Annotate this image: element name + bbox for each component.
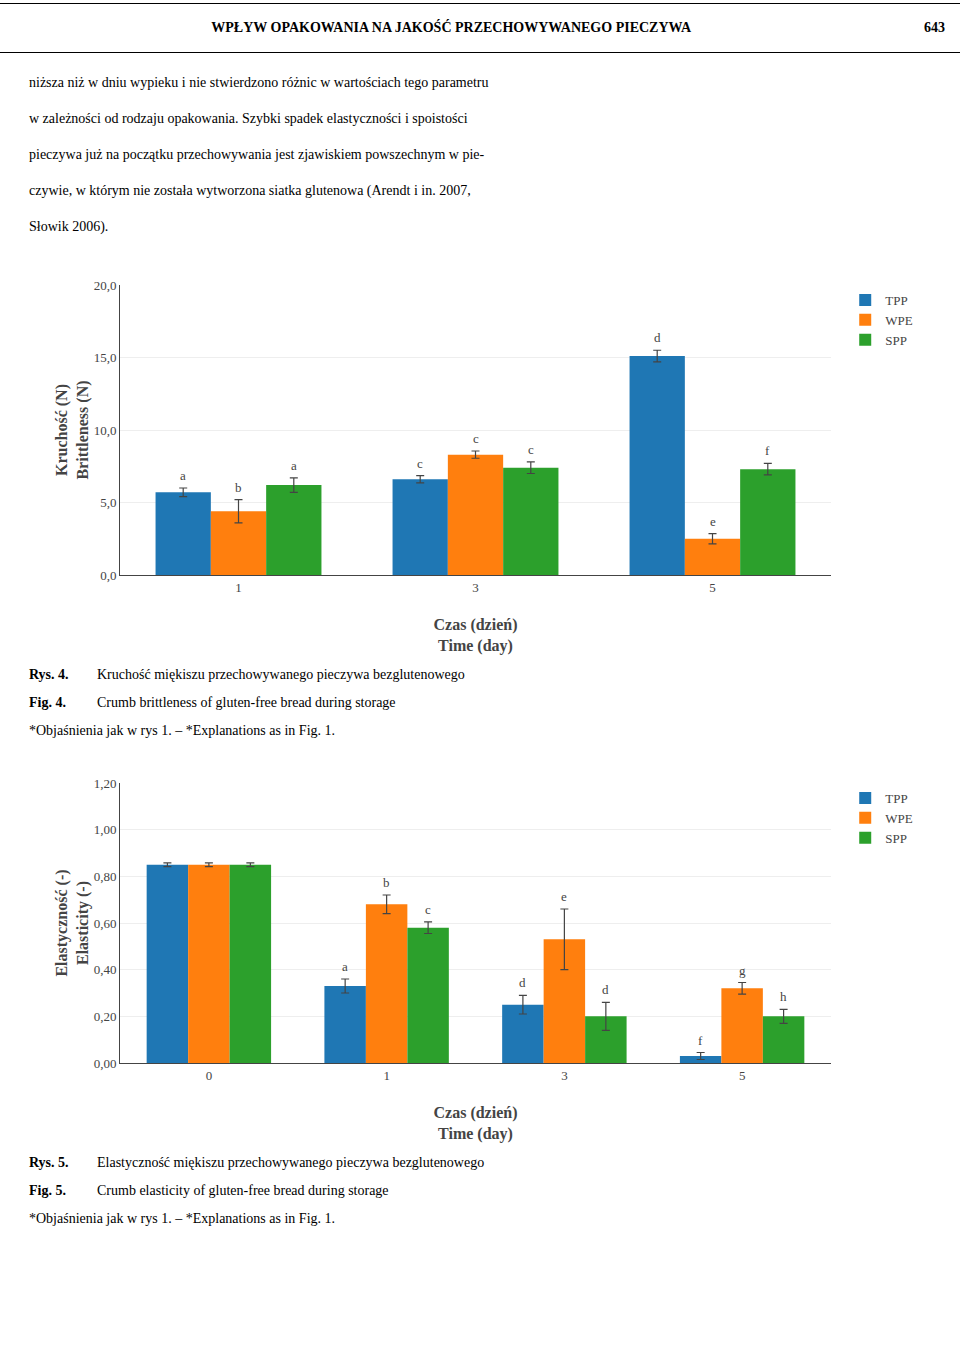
svg-text:1: 1 [383, 1068, 390, 1083]
svg-text:0,00: 0,00 [94, 1056, 117, 1071]
svg-text:d: d [519, 975, 526, 990]
html-text:czywie, w którym nie została w: czywie, w którym nie została wytworzona … [29, 183, 471, 198]
svg-text:f: f [765, 443, 770, 458]
svg-text:f: f [698, 1033, 703, 1048]
svg-text:e: e [710, 514, 716, 529]
svg-text:b: b [383, 875, 390, 890]
svg-text:Czas (dzień)Time (day): Czas (dzień)Time (day) [434, 616, 518, 655]
svg-text:Kruchość (N)Brittleness (N): Kruchość (N)Brittleness (N) [53, 380, 92, 479]
svg-text:e: e [561, 889, 567, 904]
svg-text:b: b [235, 480, 242, 495]
svg-text:3: 3 [472, 580, 479, 595]
svg-text:g: g [739, 963, 746, 978]
html-text:niższa niż w dniu wypieku i ni: niższa niż w dniu wypieku i nie stwierdz… [29, 75, 489, 90]
html-text:Crumb brittleness of gluten-fr: Crumb brittleness of gluten-free bread d… [97, 695, 396, 710]
svg-text:1,00: 1,00 [94, 822, 117, 837]
svg-text:SPP: SPP [885, 831, 907, 846]
svg-text:WPE: WPE [885, 811, 913, 826]
svg-text:15,0: 15,0 [94, 350, 117, 365]
svg-text:a: a [342, 959, 348, 974]
svg-text:Czas (dzień)Time (day): Czas (dzień)Time (day) [434, 1104, 518, 1143]
svg-text:TPP: TPP [885, 293, 907, 308]
svg-text:a: a [291, 458, 297, 473]
svg-text:20,0: 20,0 [94, 278, 117, 293]
svg-text:1,20: 1,20 [94, 776, 117, 791]
html-text:*Objaśnienia jak w rys 1. – *E: *Objaśnienia jak w rys 1. – *Explanation… [29, 1211, 335, 1226]
svg-text:0: 0 [206, 1068, 213, 1083]
svg-text:d: d [654, 330, 661, 345]
html-text:Fig. 4.: Fig. 4. [29, 695, 66, 710]
svg-text:c: c [417, 456, 423, 471]
svg-text:h: h [780, 989, 787, 1004]
svg-text:0,60: 0,60 [94, 916, 117, 931]
svg-text:1: 1 [235, 580, 242, 595]
svg-text:5,0: 5,0 [100, 495, 116, 510]
html-text:Słowik 2006).: Słowik 2006). [29, 219, 109, 234]
html-text:643: 643 [924, 20, 945, 35]
svg-text:0,0: 0,0 [100, 568, 116, 583]
html-text:w zależności od rodzaju opakow: w zależności od rodzaju opakowania. Szyb… [29, 111, 468, 126]
html-text:pieczywa już na początku przec: pieczywa już na początku przechowywania … [29, 147, 485, 162]
svg-text:c: c [528, 442, 534, 457]
html-text:Kruchość miękiszu przechowywan: Kruchość miękiszu przechowywanego pieczy… [97, 667, 465, 682]
svg-text:5: 5 [709, 580, 716, 595]
svg-text:Elastyczność (-)Elasticity (-): Elastyczność (-)Elasticity (-) [53, 869, 92, 976]
html-text:Elastyczność miękiszu przechow: Elastyczność miękiszu przechowywanego pi… [97, 1155, 485, 1170]
html-text:*Objaśnienia jak w rys 1. – *E: *Objaśnienia jak w rys 1. – *Explanation… [29, 723, 335, 738]
html-text:Rys. 4.: Rys. 4. [29, 667, 69, 682]
svg-text:SPP: SPP [885, 333, 907, 348]
html-text:Rys. 5.: Rys. 5. [29, 1155, 69, 1170]
html-text:WPŁYW OPAKOWANIA NA JAKOŚĆ PRZ: WPŁYW OPAKOWANIA NA JAKOŚĆ PRZECHOWYWANE… [211, 20, 692, 35]
svg-text:c: c [473, 431, 479, 446]
html-text:Fig. 5.: Fig. 5. [29, 1183, 66, 1198]
svg-text:a: a [180, 468, 186, 483]
svg-text:TPP: TPP [885, 791, 907, 806]
svg-text:d: d [602, 982, 609, 997]
svg-text:c: c [425, 902, 431, 917]
svg-text:5: 5 [739, 1068, 746, 1083]
svg-text:0,20: 0,20 [94, 1009, 117, 1024]
svg-text:0,40: 0,40 [94, 962, 117, 977]
svg-text:10,0: 10,0 [94, 423, 117, 438]
svg-text:WPE: WPE [885, 313, 913, 328]
html-text:Crumb elasticity of gluten-fre: Crumb elasticity of gluten-free bread du… [97, 1183, 389, 1198]
svg-text:3: 3 [561, 1068, 568, 1083]
svg-text:0,80: 0,80 [94, 869, 117, 884]
